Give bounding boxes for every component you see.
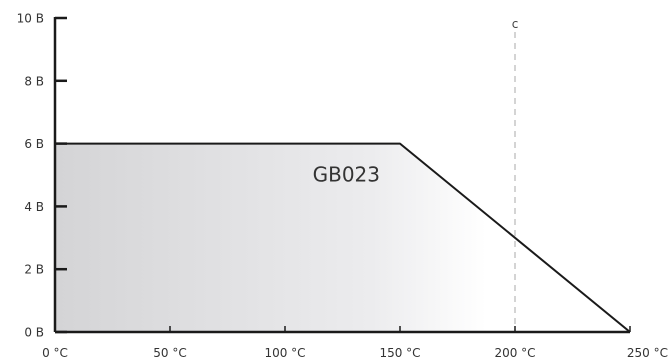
x-tick-label-3: 150 °C bbox=[379, 346, 420, 360]
reference-label-0: c bbox=[512, 17, 519, 31]
series-label-0: GB023 bbox=[313, 162, 380, 186]
y-tick-label-1: 2 B bbox=[24, 263, 44, 277]
x-tick-label-1: 50 °C bbox=[153, 346, 186, 360]
series-area-0 bbox=[55, 143, 630, 332]
y-tick-label-5: 10 B bbox=[17, 12, 44, 26]
y-tick-label-4: 8 B bbox=[24, 74, 44, 88]
x-tick-label-4: 200 °C bbox=[494, 346, 535, 360]
x-tick-label-5: 250 °C bbox=[627, 346, 668, 360]
y-tick-label-2: 4 B bbox=[24, 200, 44, 214]
x-tick-label-2: 100 °C bbox=[264, 346, 305, 360]
x-tick-label-0: 0 °C bbox=[42, 346, 68, 360]
y-tick-label-0: 0 B bbox=[24, 326, 44, 340]
y-tick-label-3: 6 B bbox=[24, 137, 44, 151]
